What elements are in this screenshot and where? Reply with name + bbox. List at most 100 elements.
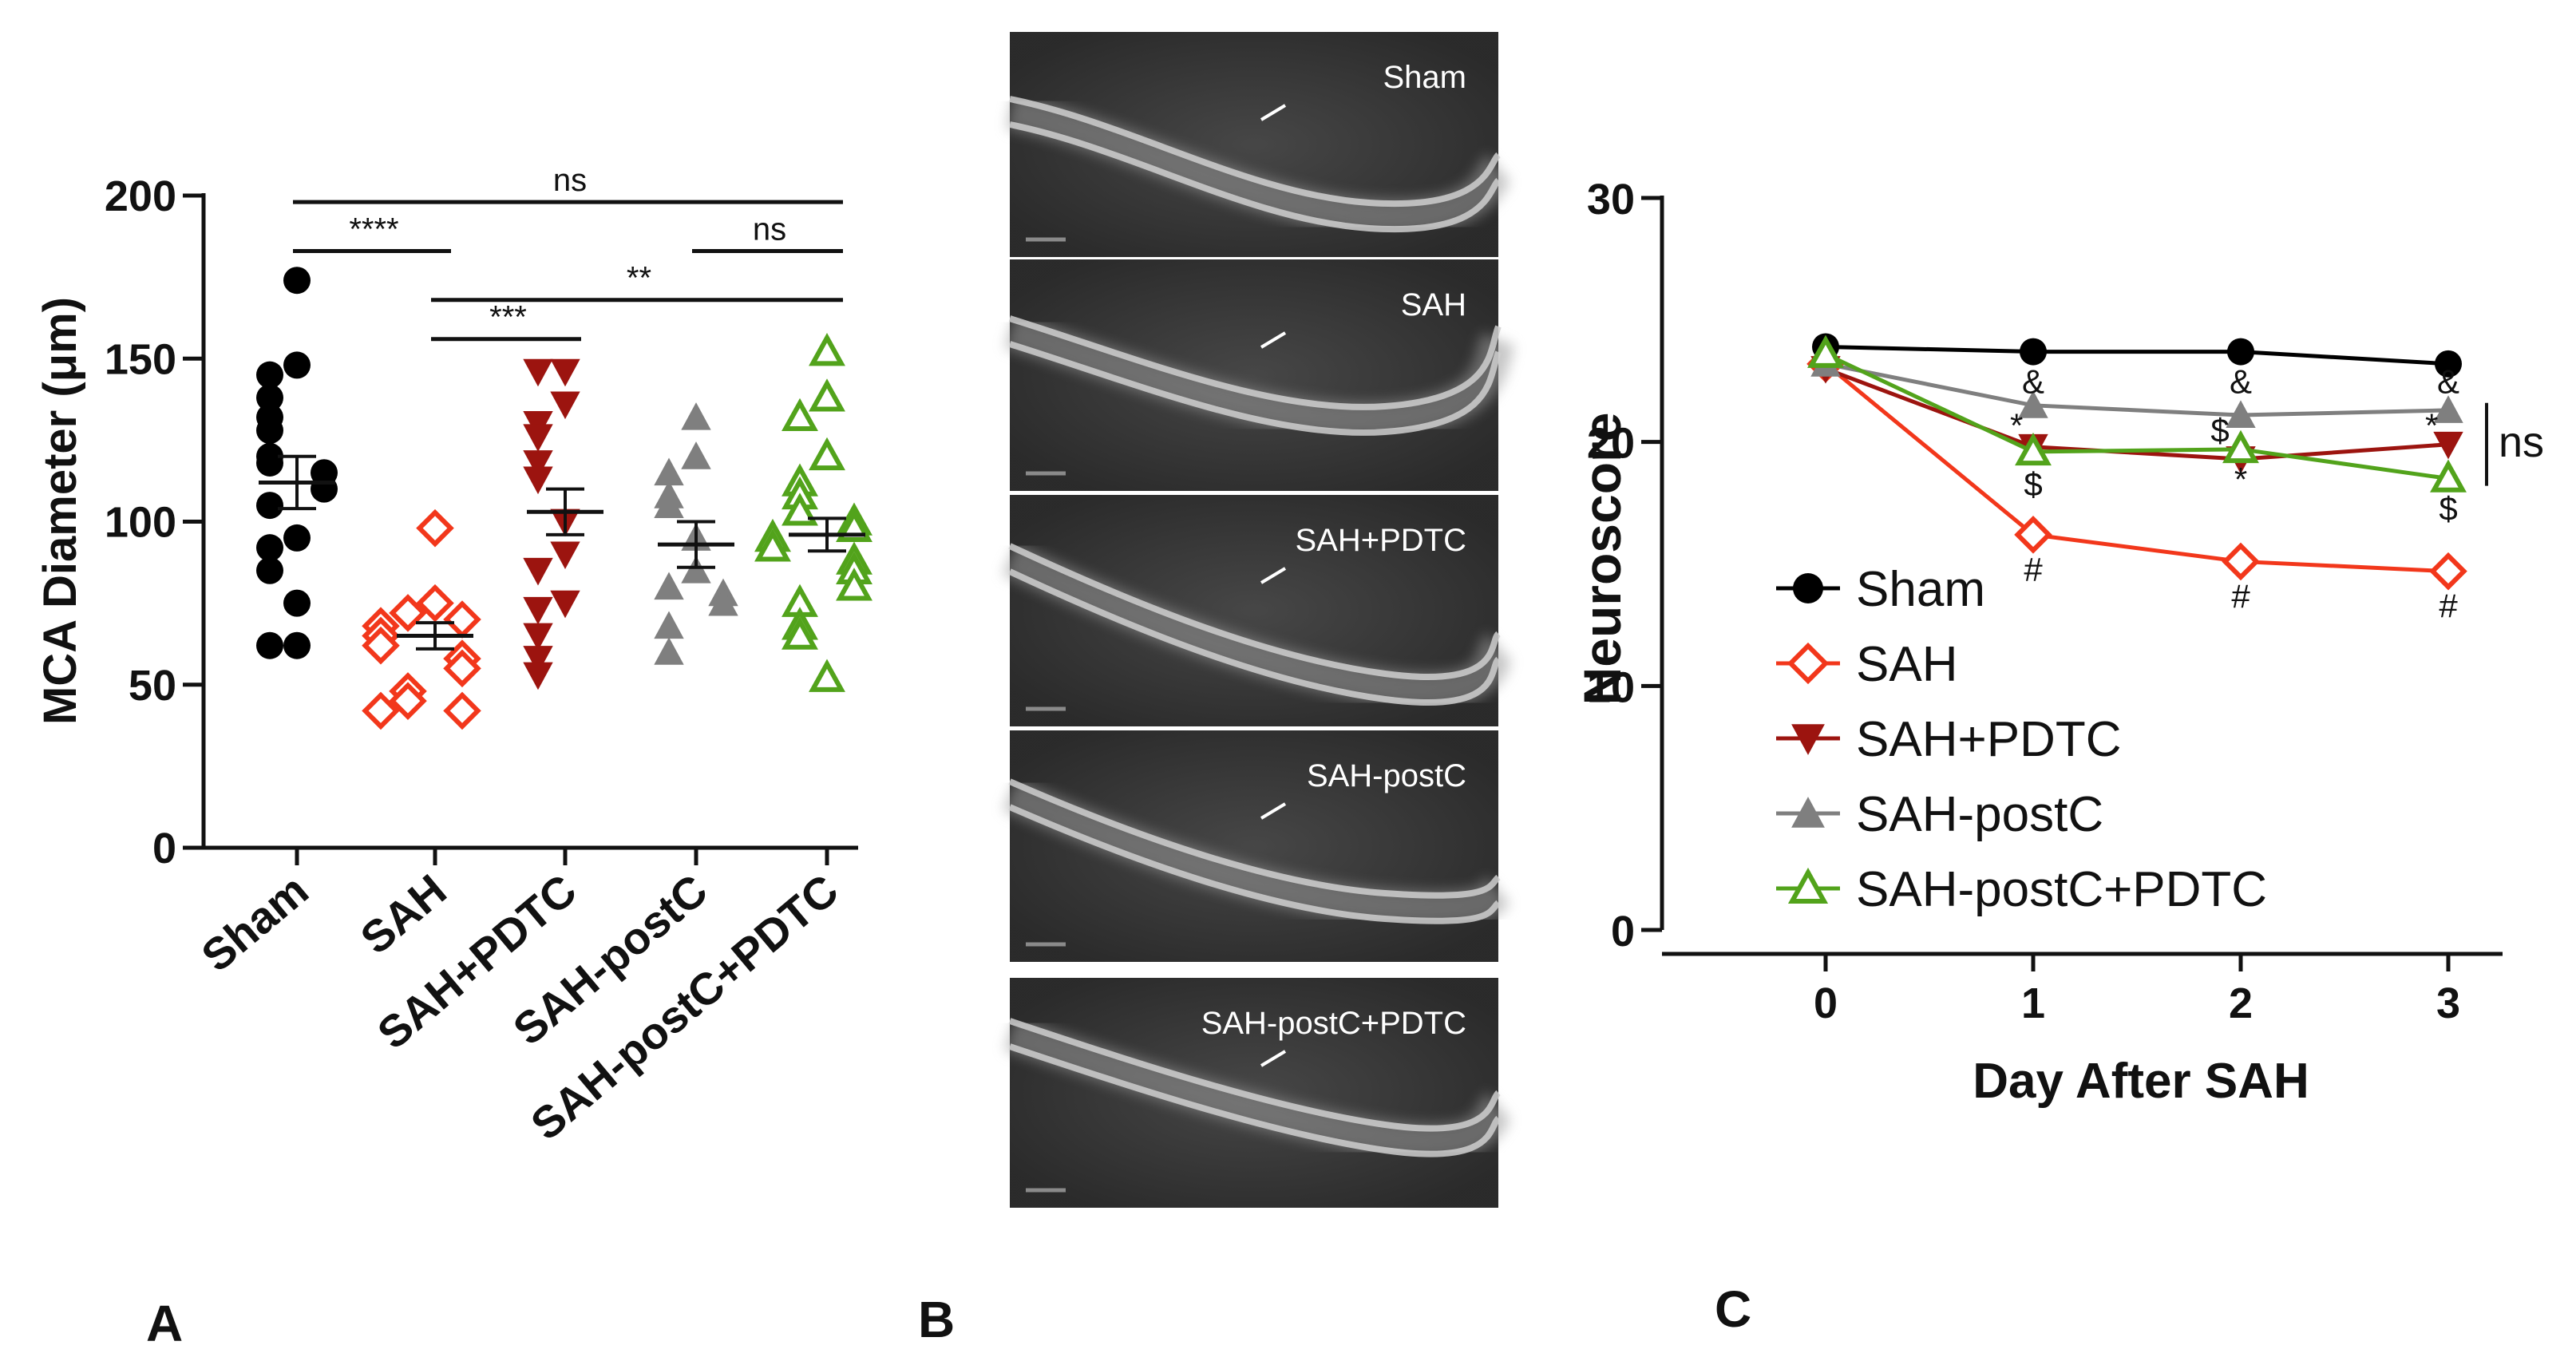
data-point-sham <box>256 492 283 520</box>
ns-bracket-label: ns <box>2499 418 2544 466</box>
panel-c-series-lines <box>1806 333 2467 591</box>
significance-mark: # <box>2024 551 2043 588</box>
x-tick-label: 3 <box>2436 979 2460 1027</box>
data-point-sah-pdtc <box>550 590 580 619</box>
panel-c-x-axis-label: Day After SAH <box>1973 1054 2309 1109</box>
x-tick-label: SAH <box>351 864 456 963</box>
micrograph-label: SAH-postC+PDTC <box>1201 1006 1466 1041</box>
micrograph-label: SAH-postC <box>1307 758 1466 793</box>
significance-mark: * <box>2234 461 2247 498</box>
data-point-sah-pdtc <box>523 424 553 452</box>
vessel-wall <box>1008 568 1502 706</box>
significance-label: ns <box>753 212 786 247</box>
vessel-wall <box>1008 341 1502 436</box>
arrow-marker <box>1260 1050 1287 1067</box>
data-point-sah <box>389 682 427 720</box>
arrow-marker <box>1260 567 1287 584</box>
vessel-wall <box>1008 778 1501 899</box>
y-tick-label: 20 <box>1587 420 1635 468</box>
legend-label: SAH-postC <box>1856 787 2103 842</box>
series-point <box>2435 350 2462 378</box>
series-point <box>2020 338 2047 366</box>
x-tick-label: Sham <box>192 864 317 981</box>
data-point-sah-pdtc <box>523 646 553 674</box>
data-point-sah-postc-pdtc <box>754 528 791 562</box>
panel-label-b: B <box>918 1291 955 1348</box>
x-tick-label: 2 <box>2229 979 2253 1027</box>
series-line-sah-pdtc <box>1825 366 2449 461</box>
data-point-sah-postc <box>708 588 738 616</box>
y-tick-label: 50 <box>129 662 176 710</box>
panel-a-y-axis-label: MCA Diameter (μm) <box>34 297 86 725</box>
micrograph-sah-postc-pdtc: SAH-postC+PDTC <box>1004 978 1513 1208</box>
y-tick-label: 0 <box>152 825 176 872</box>
data-point-sham <box>256 631 283 659</box>
panel-c-axes: 0 10 20 30 0 1 2 3 <box>1587 176 2503 1027</box>
data-point-sah <box>362 691 400 730</box>
significance-mark: & <box>2022 363 2044 401</box>
data-point-sah-pdtc <box>550 358 580 387</box>
data-point-sah-postc <box>654 611 684 639</box>
series-point <box>2227 338 2254 366</box>
data-point-sah-postc-pdtc <box>836 568 873 601</box>
panel-a-significance-brackets: ns**** ns***** <box>293 163 843 342</box>
micrograph-sah-pdtc: SAH+PDTC <box>1002 495 1514 726</box>
vessel-wall <box>1008 1043 1501 1157</box>
data-point-sah-pdtc <box>523 358 553 387</box>
legend-marker <box>1793 573 1823 603</box>
vessel-glow <box>1004 1017 1513 1159</box>
panel-c-y-axis-label: Neuroscore <box>1573 413 1632 706</box>
data-point-sah-postc-pdtc <box>782 493 818 526</box>
data-point-sah-postc-pdtc <box>809 437 845 471</box>
significance-mark: * <box>2425 407 2438 445</box>
data-point-sah-pdtc <box>523 450 553 478</box>
legend-marker <box>1791 797 1825 828</box>
significance-mark: & <box>2437 363 2459 401</box>
series-point <box>2430 459 2467 493</box>
data-point-sham <box>256 361 283 389</box>
data-point-sah-postc-pdtc <box>782 398 818 432</box>
series-point <box>2015 432 2052 466</box>
data-point-sham <box>256 556 283 584</box>
data-point-sah-postc <box>654 490 684 518</box>
data-point-sah-pdtc <box>523 557 553 586</box>
data-point-sah-postc-pdtc <box>782 616 818 650</box>
micrograph-column: Sham SAH SAH+PDTC SAH-postC SAH-postC+PDTC <box>1002 32 1515 1208</box>
data-point-sham <box>283 351 311 379</box>
panel-label-a: A <box>146 1295 183 1352</box>
significance-mark: $ <box>2210 412 2229 449</box>
y-tick-label: 100 <box>105 499 176 547</box>
vessel-wall <box>1008 804 1501 924</box>
series-line-sham <box>1825 344 2449 366</box>
legend-marker <box>1787 642 1830 685</box>
vessel-wall <box>1009 96 1501 208</box>
legend-label: SAH <box>1856 637 1957 692</box>
data-point-sham <box>283 524 311 552</box>
significance-label: ns <box>553 163 587 198</box>
micrograph-label: Sham <box>1383 60 1467 95</box>
data-point-sham <box>283 267 311 295</box>
series-line-sah-postc-pdtc <box>1824 352 2449 481</box>
vessel-wall <box>1009 121 1501 233</box>
legend-label: SAH-postC+PDTC <box>1856 862 2267 917</box>
data-point-sah-pdtc <box>523 596 553 625</box>
panel-c-legend: Sham SAH SAH+PDTC SAH-postC SAH-postC+PDTC <box>1776 562 2267 917</box>
data-point-sah-postc-pdtc <box>809 333 845 366</box>
legend-label: SAH+PDTC <box>1856 712 2121 767</box>
micrograph-label: SAH <box>1401 287 1466 322</box>
panel-a-data-points <box>256 267 873 730</box>
series-point <box>2429 552 2467 591</box>
data-point-sah-pdtc <box>523 466 553 495</box>
y-tick-label: 0 <box>1611 908 1635 956</box>
data-point-sah-postc <box>654 637 684 665</box>
y-tick-label: 150 <box>105 335 176 383</box>
significance-label: *** <box>489 300 527 335</box>
vessel-wall <box>1008 315 1502 410</box>
data-point-sham <box>256 384 283 412</box>
vessel-wall <box>1008 1018 1501 1132</box>
data-point-sah-postc <box>654 572 684 600</box>
y-tick-label: 30 <box>1587 176 1635 224</box>
